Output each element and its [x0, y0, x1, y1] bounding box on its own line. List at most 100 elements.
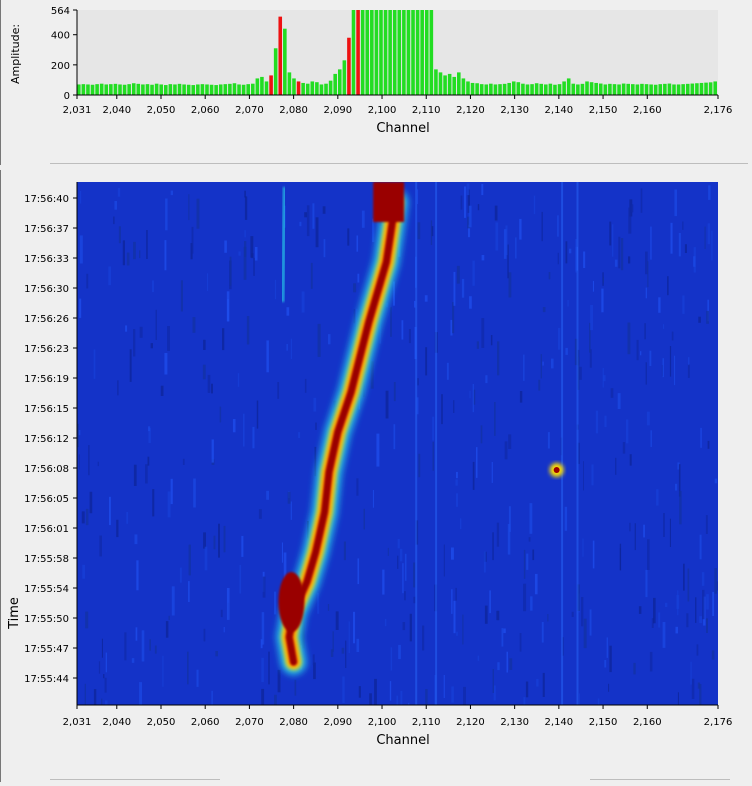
noise-streak	[315, 217, 319, 248]
histogram-bar	[131, 83, 136, 95]
noise-streak	[164, 353, 168, 375]
noise-streak	[628, 207, 632, 234]
waterfall-channel-axis: 2,031 2,040 2,050 2,060 2,070 2,080 2,090 2,100…	[63, 704, 732, 728]
noise-streak	[492, 532, 494, 561]
histogram-bar	[406, 10, 411, 95]
histogram-bar	[292, 78, 296, 95]
noise-streak	[468, 224, 471, 238]
noise-streak	[687, 568, 690, 602]
noise-streak	[523, 549, 526, 579]
noise-streak	[152, 280, 154, 293]
noise-streak	[88, 445, 90, 476]
histogram-bar	[232, 83, 237, 95]
channel-line	[435, 182, 438, 705]
noise-streak	[697, 682, 701, 689]
noise-streak	[455, 479, 458, 486]
histogram-bar	[621, 83, 626, 95]
noise-streak	[424, 295, 428, 302]
noise-streak	[542, 307, 546, 313]
noise-streak	[81, 511, 85, 524]
noise-streak	[148, 428, 151, 443]
noise-streak	[356, 478, 359, 496]
noise-streak	[622, 442, 626, 454]
histogram-bar	[667, 83, 672, 95]
noise-streak	[294, 679, 297, 696]
histogram-bar	[470, 82, 475, 95]
waterfall-time-tick-label: 17:56:37	[24, 224, 69, 235]
noise-streak	[135, 627, 138, 641]
noise-streak	[662, 622, 666, 648]
noise-streak	[239, 564, 242, 594]
histogram-x-tick-label: 2,050	[147, 105, 176, 116]
noise-streak	[126, 252, 130, 266]
noise-streak	[507, 244, 509, 279]
histogram-bar	[196, 84, 200, 95]
histogram-peak-bar	[269, 75, 273, 95]
noise-streak	[450, 319, 453, 336]
histogram-x-tick-label: 2,100	[368, 105, 397, 116]
histogram-bar	[635, 84, 640, 95]
noise-streak	[162, 655, 164, 687]
histogram-bar	[489, 83, 493, 95]
histogram-bar	[388, 10, 392, 95]
noise-streak	[274, 591, 277, 615]
histogram-bar	[402, 10, 406, 95]
noise-streak	[557, 215, 559, 237]
noise-streak	[538, 379, 541, 391]
noise-streak	[453, 400, 455, 413]
noise-streak	[160, 385, 164, 396]
noise-streak	[494, 402, 496, 436]
noise-streak	[149, 639, 151, 651]
histogram-bar	[681, 84, 685, 95]
noise-streak	[456, 493, 458, 507]
noise-streak	[246, 316, 250, 345]
noise-streak	[376, 433, 380, 467]
noise-streak	[601, 288, 604, 313]
panel-divider-bottom	[50, 779, 220, 780]
noise-streak	[645, 569, 648, 598]
histogram-peak-bar	[347, 37, 351, 95]
noise-streak	[699, 616, 703, 624]
noise-streak	[224, 240, 227, 253]
noise-streak	[558, 327, 561, 350]
noise-streak	[244, 230, 246, 238]
noise-streak	[492, 669, 494, 693]
noise-streak	[274, 279, 277, 300]
noise-streak	[504, 441, 508, 460]
noise-streak	[204, 546, 208, 571]
histogram-bar	[241, 84, 246, 95]
histogram-bar	[337, 69, 342, 95]
noise-streak	[491, 462, 493, 483]
waterfall-x-tick-label: 2,031	[63, 717, 92, 728]
noise-streak	[453, 271, 456, 306]
histogram-bar	[493, 84, 498, 95]
signal-saturation	[373, 182, 405, 222]
noise-streak	[150, 343, 153, 349]
histogram-bar	[163, 85, 168, 95]
histogram-bar	[223, 84, 228, 95]
noise-streak	[455, 587, 457, 601]
noise-streak	[93, 349, 96, 379]
noise-streak	[370, 361, 374, 389]
noise-streak	[503, 628, 506, 634]
noise-streak	[78, 454, 80, 470]
noise-streak	[712, 591, 715, 616]
noise-streak	[133, 241, 136, 260]
noise-streak	[432, 416, 435, 441]
noise-streak	[167, 491, 171, 518]
waterfall-spectrogram: 17:56:40 17:56:37 17:56:33 17:56:30 17:56:26…	[7, 182, 732, 748]
noise-streak	[398, 644, 401, 660]
histogram-bar	[612, 84, 617, 95]
noise-streak	[525, 681, 529, 698]
histogram-bar	[553, 84, 557, 95]
noise-streak	[609, 645, 612, 673]
noise-streak	[628, 256, 631, 264]
histogram-bar	[182, 84, 186, 95]
noise-streak	[109, 496, 111, 526]
histogram-bar	[502, 83, 507, 95]
noise-streak	[526, 553, 529, 570]
waterfall-time-axis: 17:56:40 17:56:37 17:56:33 17:56:30 17:56:26…	[24, 182, 78, 705]
noise-streak	[244, 241, 247, 257]
noise-streak	[243, 246, 247, 280]
waterfall-time-tick-label: 17:56:15	[24, 404, 69, 415]
